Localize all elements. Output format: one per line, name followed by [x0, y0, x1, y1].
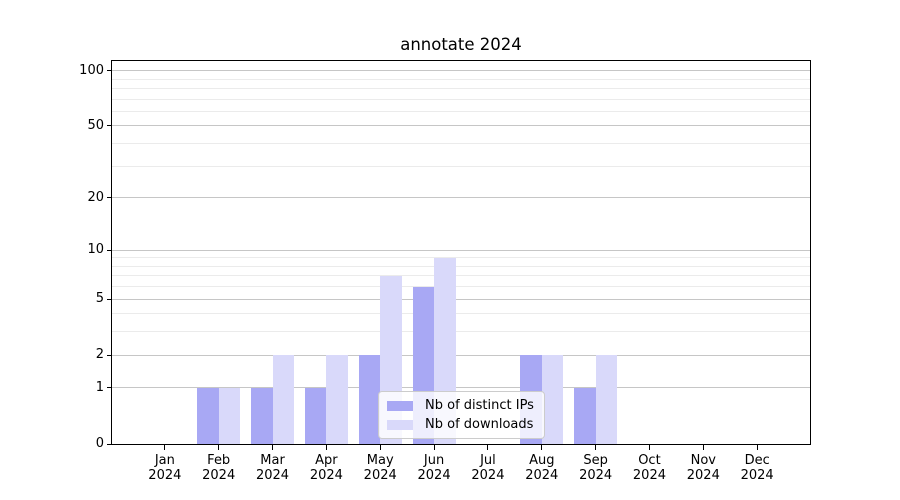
y-tick-mark	[107, 298, 111, 300]
major-gridline	[112, 387, 810, 389]
minor-gridline	[112, 165, 810, 167]
minor-gridline	[112, 143, 810, 145]
legend-label-downloads: Nb of downloads	[425, 417, 534, 432]
bar-downloads	[218, 387, 241, 444]
y-tick-label: 100	[79, 62, 104, 78]
y-tick-mark	[107, 387, 111, 389]
x-tick-label: Mar 2024	[255, 453, 290, 483]
legend-item-distinct-ips: Nb of distinct IPs	[387, 398, 534, 413]
y-tick-label: 10	[87, 242, 104, 258]
minor-gridline	[112, 78, 810, 80]
major-gridline	[112, 249, 810, 251]
x-tick-label: Jun 2024	[417, 453, 451, 483]
x-tick-label: Aug 2024	[525, 453, 559, 483]
x-tick-label: Nov 2024	[686, 453, 720, 483]
legend-label-distinct-ips: Nb of distinct IPs	[425, 398, 534, 413]
y-tick-label: 20	[87, 189, 104, 205]
minor-gridline	[112, 265, 810, 267]
chart-title: annotate 2024	[400, 35, 522, 54]
major-gridline	[112, 125, 810, 127]
bar-distinct-ips	[574, 387, 596, 444]
minor-gridline	[112, 88, 810, 90]
major-gridline	[112, 197, 810, 199]
major-gridline	[112, 354, 810, 356]
y-tick-mark	[107, 70, 111, 72]
y-tick-mark	[107, 125, 111, 127]
x-tick-label: Jul 2024	[471, 453, 505, 483]
y-tick-mark	[107, 354, 111, 356]
legend: Nb of distinct IPs Nb of downloads	[378, 391, 545, 439]
bar-downloads	[326, 355, 348, 444]
minor-gridline	[112, 275, 810, 277]
x-tick-mark	[648, 444, 650, 450]
legend-swatch-downloads	[387, 419, 413, 430]
legend-item-downloads: Nb of downloads	[387, 417, 534, 432]
y-tick-label: 50	[87, 117, 104, 133]
bar-distinct-ips	[197, 387, 219, 444]
bar-distinct-ips	[251, 387, 273, 444]
y-tick-label: 2	[95, 347, 104, 363]
x-tick-label: Apr 2024	[309, 453, 343, 483]
x-tick-mark	[433, 444, 435, 450]
y-tick-mark	[107, 197, 111, 199]
major-gridline	[112, 298, 810, 300]
minor-gridline	[112, 286, 810, 288]
bar-downloads	[272, 355, 295, 444]
bar-distinct-ips	[304, 387, 327, 444]
x-tick-label: Sep 2024	[579, 453, 613, 483]
x-tick-label: Dec 2024	[740, 453, 774, 483]
minor-gridline	[112, 313, 810, 315]
bar-downloads	[541, 355, 564, 444]
x-tick-mark	[756, 444, 758, 450]
x-tick-mark	[541, 444, 543, 450]
x-tick-label: Feb 2024	[202, 453, 236, 483]
x-tick-mark	[325, 444, 327, 450]
minor-gridline	[112, 98, 810, 100]
legend-swatch-distinct-ips	[387, 400, 413, 411]
major-gridline	[112, 70, 810, 72]
y-tick-label: 1	[95, 379, 104, 395]
y-tick-mark	[107, 443, 111, 445]
x-tick-mark	[487, 444, 489, 450]
x-tick-label: Jan 2024	[148, 453, 182, 483]
x-tick-mark	[218, 444, 220, 450]
x-tick-mark	[272, 444, 274, 450]
bar-distinct-ips	[358, 355, 381, 444]
x-tick-mark	[379, 444, 381, 450]
y-tick-label: 5	[95, 291, 104, 307]
y-tick-label: 0	[95, 436, 104, 451]
minor-gridline	[112, 331, 810, 333]
minor-gridline	[112, 257, 810, 259]
x-tick-label: May 2024	[363, 453, 397, 483]
x-tick-mark	[164, 444, 166, 450]
x-tick-mark	[595, 444, 597, 450]
x-tick-label: Oct 2024	[632, 453, 666, 483]
bar-downloads	[595, 355, 618, 444]
x-tick-mark	[702, 444, 704, 450]
minor-gridline	[112, 110, 810, 112]
y-tick-mark	[107, 249, 111, 251]
